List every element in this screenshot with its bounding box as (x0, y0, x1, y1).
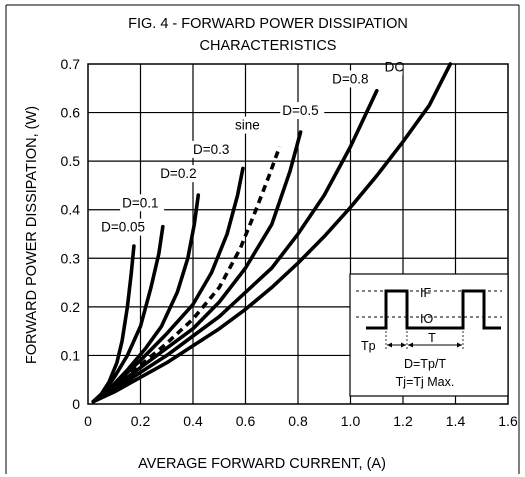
series-label-sine: sine (235, 118, 260, 133)
waveform-inset: IF IO Tp T D=Tp/T Tj=Tj Max. (349, 273, 509, 397)
y-tick-label: 0.2 (61, 299, 81, 315)
if-label: IF (420, 286, 431, 300)
chart-title-line1: FIG. 4 - FORWARD POWER DISSIPATION (128, 16, 408, 32)
series-label-background (191, 140, 235, 158)
y-tick-label: 0.6 (61, 105, 81, 121)
series-label-background (120, 194, 165, 212)
y-tick-label: 0 (72, 396, 80, 412)
x-tick-label: 1.0 (341, 413, 361, 429)
y-axis-label: FORWARD POWER DISSIPATION, (W) (24, 106, 40, 364)
series-label-d-0-1: D=0.1 (122, 195, 158, 210)
y-tick-label: 0.4 (61, 202, 81, 218)
series-label-background (158, 165, 203, 183)
y-tick-label: 0.7 (61, 56, 81, 72)
x-tick-label: 1.2 (393, 413, 413, 429)
y-tick-label: 0.1 (61, 347, 81, 363)
tp-arrowhead-right (401, 342, 406, 348)
x-axis-label: AVERAGE FORWARD CURRENT, (A) (138, 456, 386, 472)
x-tick-label: 0 (84, 413, 92, 429)
series-labels: D=0.05 D=0.1D=0.2 D=0.3 sine D=0.5 D=0.8 DC (99, 58, 405, 236)
series-label-dc: DC (385, 59, 405, 74)
series-line-d-0-3 (91, 166, 245, 404)
series-line-d-0-5 (91, 130, 303, 404)
series-lines (91, 62, 453, 404)
series-label-d-0-5: D=0.5 (282, 103, 318, 118)
series-label-d-0-2: D=0.2 (160, 166, 196, 181)
plot-area-border (87, 63, 509, 405)
series-line-d-0-8 (91, 88, 379, 404)
x-tick-label: 0.2 (131, 413, 151, 429)
inset-box (349, 273, 509, 397)
series-line-dc (91, 62, 453, 404)
x-tick-label: 1.4 (446, 413, 466, 429)
tp-arrowhead-left (387, 342, 392, 348)
duty-formula: D=Tp/T (404, 357, 446, 371)
pulse-waveform (366, 289, 501, 330)
series-label-d-0-05: D=0.05 (101, 220, 145, 235)
t-arrowhead-left (408, 342, 413, 348)
x-tick-label: 0.4 (183, 413, 203, 429)
series-label-background (280, 102, 325, 119)
t-arrowhead-right (457, 342, 462, 348)
series-label-background (330, 70, 375, 88)
axis-ticks: 0 0.2 0.4 0.6 0.8 1.0 1.2 1.4 1.6 0 0.1 0.2 0.3 0.4 0.… (61, 56, 518, 429)
series-label-background (99, 218, 152, 236)
series-label-background (382, 58, 403, 76)
chart-title-line2: CHARACTERISTICS (200, 38, 337, 54)
y-tick-label: 0.3 (61, 250, 81, 266)
tp-label: Tp (361, 339, 376, 353)
y-tick-label: 0.5 (61, 153, 81, 169)
x-tick-label: 1.6 (498, 413, 518, 429)
x-tick-label: 0.6 (236, 413, 256, 429)
series-label-d-0-8: D=0.8 (332, 71, 368, 86)
junction-condition: Tj=Tj Max. (396, 375, 455, 389)
io-label: IO (420, 312, 433, 326)
series-label-background (233, 116, 269, 134)
series-label-d-0-3: D=0.3 (193, 142, 229, 157)
x-tick-label: 0.8 (288, 413, 308, 429)
t-label: T (428, 331, 436, 345)
